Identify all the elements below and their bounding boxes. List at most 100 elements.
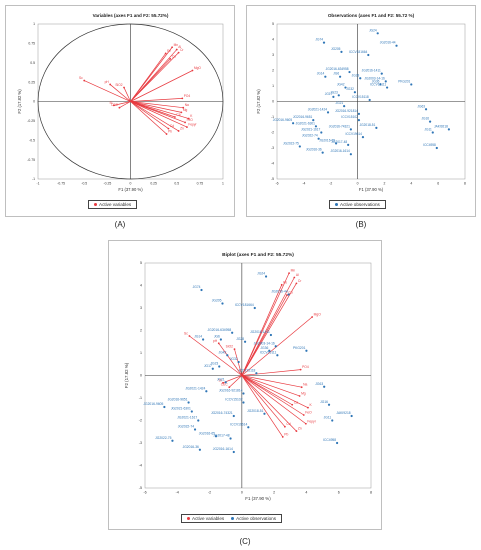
observation-label: ICCV181664: [235, 303, 254, 307]
observation-label: JG2016-36: [306, 148, 322, 152]
observation-point: [197, 419, 200, 422]
observation-point: [317, 137, 320, 140]
x-tick-label: -0.5: [81, 181, 87, 185]
observation-label: ICC4958: [423, 143, 436, 147]
legend-observations: Active observations: [329, 200, 386, 209]
observation-label: JG14: [194, 335, 202, 339]
x-tick-label: -6: [143, 491, 146, 495]
variable-vector-cr: [241, 283, 297, 376]
y-axis-label: F2 (17.82 %): [17, 89, 22, 114]
y-tick-label: -5: [139, 486, 142, 490]
observation-label: ICCV19614: [230, 422, 247, 426]
observation-point: [332, 95, 335, 98]
observation-point: [384, 80, 387, 83]
x-tick-label: 0: [130, 181, 132, 185]
observation-label: PKG201: [398, 79, 410, 83]
y-tick-label: -3: [139, 441, 142, 445]
variable-label-k: K: [309, 403, 312, 407]
observation-label: ICCV19614: [345, 132, 362, 136]
chart-title: Biplot (axes F1 and F2: 55.72%): [222, 252, 294, 258]
variable-point-ph: [217, 342, 220, 345]
observation-label: JG2016-44: [271, 290, 287, 294]
observation-point: [229, 437, 232, 440]
variable-point-al: [293, 276, 296, 279]
observation-point: [376, 32, 379, 35]
variable-point-mgo: [191, 69, 194, 72]
observation-point: [359, 77, 362, 80]
x-tick-label: -6: [275, 181, 278, 185]
variable-vector-cd: [130, 101, 169, 129]
observation-label: JG2016-634958: [326, 67, 349, 71]
y-tick-label: 1: [272, 84, 274, 88]
variable-label-cec: CEC: [221, 383, 229, 387]
panel-variables: -1 -0.75 -0.5 -0.25 0 0.25 0.5 0.75 1 1 0.75 0.5 0.2…: [5, 5, 235, 217]
variable-point-sc: [83, 79, 86, 82]
observation-point: [336, 441, 339, 445]
observation-label: JG2016-74321: [329, 124, 350, 128]
observation-point: [214, 435, 218, 438]
observation-label: JG2016-9605: [143, 402, 163, 406]
x-axis-label: F1 (37.90 %): [118, 187, 143, 192]
variable-point-zn: [177, 130, 180, 132]
variable-label-zn: Zn: [180, 126, 184, 130]
observation-point: [232, 450, 235, 454]
y-tick-label: 3: [272, 53, 274, 57]
observation-point: [205, 390, 208, 393]
observation-point: [224, 381, 227, 384]
variable-vector-cu: [241, 294, 288, 376]
observation-point: [379, 83, 382, 86]
observation-point: [447, 128, 450, 131]
variable-point-na: [300, 386, 303, 389]
variable-label-cd: Cd: [170, 124, 174, 128]
variable-vector-sc: [84, 80, 131, 102]
variable-point-mgo: [311, 316, 314, 318]
observation-label: JG2022-75: [283, 141, 299, 145]
observation-label: JG2021-1424: [185, 386, 205, 390]
observation-label: JG2016-9651: [168, 398, 188, 402]
observation-label: JG2016-9651: [293, 115, 313, 119]
y-tick-label: 0.5: [30, 61, 35, 65]
observation-label: JG2017-48: [213, 434, 229, 438]
variable-label-sc: Sc: [184, 332, 188, 336]
observation-label: JAKI9218: [434, 124, 448, 128]
observation-point: [276, 354, 279, 357]
observation-point: [410, 83, 413, 86]
legend-label-observations: Active observations: [340, 202, 380, 207]
observation-point: [368, 98, 371, 102]
x-tick-label: 6: [437, 181, 439, 185]
y-tick-label: -5: [271, 177, 274, 181]
variable-vector-mn: [241, 272, 290, 376]
variable-point-fepyr: [186, 126, 188, 128]
chart-biplot: -6 -4 -2 0 2 4 6 8 5 4 3 2 1 0 -1 -2 -3 -4 -5 Biplot (axes …: [124, 252, 372, 501]
observation-point: [193, 428, 197, 431]
observation-legend-marker: [335, 203, 338, 206]
y-tick-label: 0: [272, 100, 274, 104]
observation-label: ICC4958: [323, 438, 336, 442]
observation-point: [242, 401, 245, 404]
observation-point: [202, 338, 205, 341]
variable-label-po4: PO4: [184, 94, 191, 98]
observation-label: JG2016-65: [199, 431, 215, 435]
observation-point: [218, 365, 221, 368]
y-tick-label: -1: [271, 115, 274, 119]
observation-label: JG36: [260, 346, 268, 350]
x-tick-label: 8: [370, 491, 372, 495]
observation-label: JG32: [346, 87, 354, 91]
observation-label: JG21: [336, 101, 344, 105]
variable-vector-ph: [109, 84, 131, 102]
observation-label: JG2016-1614: [331, 149, 351, 153]
y-tick-label: 2: [272, 69, 274, 73]
observation-point: [171, 439, 174, 442]
observation-point: [339, 75, 342, 78]
observation-label: JG2021-6301: [296, 121, 316, 125]
x-tick-label: 1: [222, 181, 224, 185]
observation-point: [221, 302, 224, 305]
y-tick-label: 4: [272, 38, 274, 42]
observation-label: JG2016-1411: [250, 330, 270, 334]
variable-label-cu: Cu: [288, 291, 292, 295]
variable-point-pb: [165, 133, 168, 135]
observation-label: PKG201: [293, 346, 306, 350]
panel-observations: -6 -4 -2 0 2 4 6 8 5 4 3 2 1 0 -1 -2 -3 -4 -5 Observations …: [246, 5, 476, 217]
correlation-circle: [37, 23, 224, 180]
variable-point-k: [187, 117, 190, 120]
